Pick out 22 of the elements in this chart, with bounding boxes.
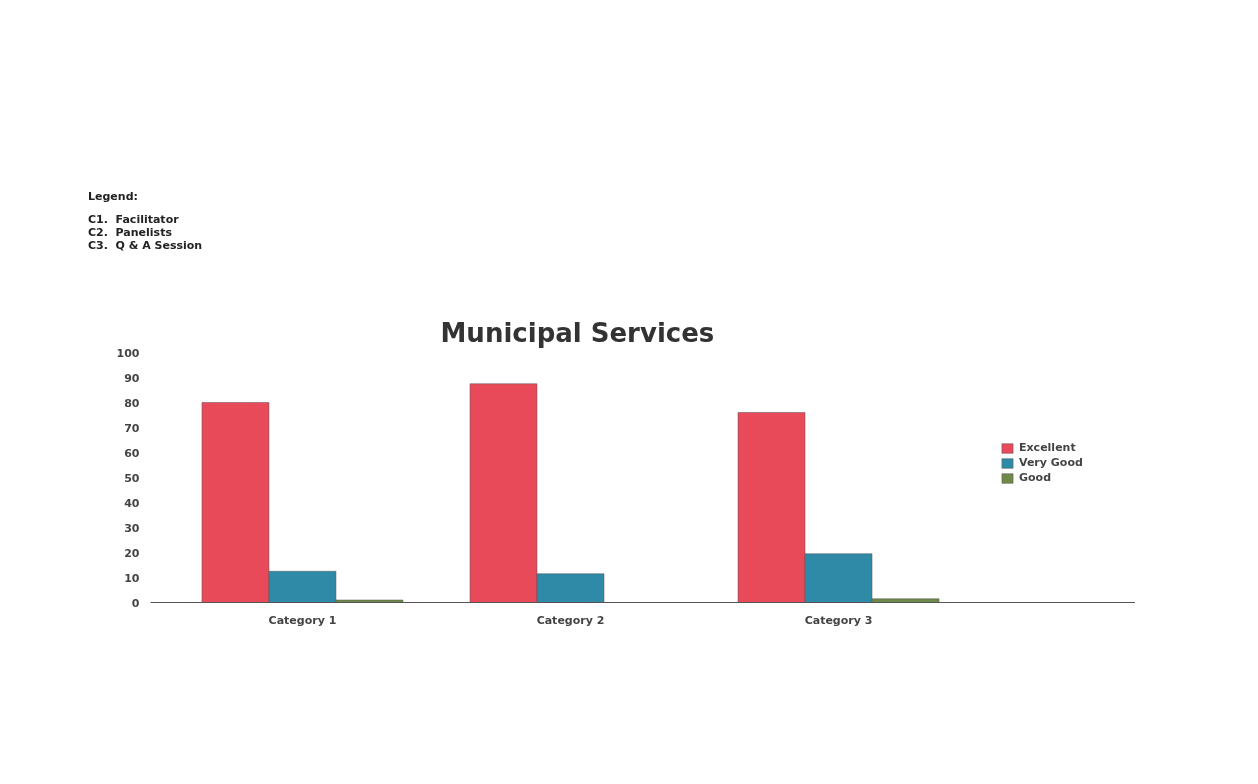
chart-title: Municipal Services (440, 317, 715, 348)
y-tick-label: 60 (124, 446, 140, 460)
legend-label: Excellent (1019, 441, 1076, 454)
x-tick-label: Category 1 (268, 613, 337, 627)
y-tick-label: 10 (124, 571, 140, 585)
y-tick-label: 70 (124, 421, 140, 435)
legend-label: Very Good (1019, 456, 1083, 469)
text: C1. Facilitator (88, 213, 180, 226)
x-tick-label: Category 3 (804, 613, 873, 627)
text: C2. Panelists (88, 226, 173, 239)
y-tick-label: 40 (124, 496, 140, 510)
y-tick-label: 0 (131, 596, 140, 610)
y-tick-label: 30 (124, 521, 140, 535)
y-tick-label: 90 (124, 371, 140, 385)
x-tick-label: Category 2 (536, 613, 605, 627)
y-tick-label: 20 (124, 546, 140, 560)
legend-label: Good (1019, 471, 1052, 484)
y-tick-label: 80 (124, 396, 140, 410)
y-tick-label: 50 (124, 471, 140, 485)
y-tick-label: 100 (116, 346, 140, 360)
text: C3. Q & A Session (88, 239, 203, 252)
text: Legend: (88, 190, 139, 203)
